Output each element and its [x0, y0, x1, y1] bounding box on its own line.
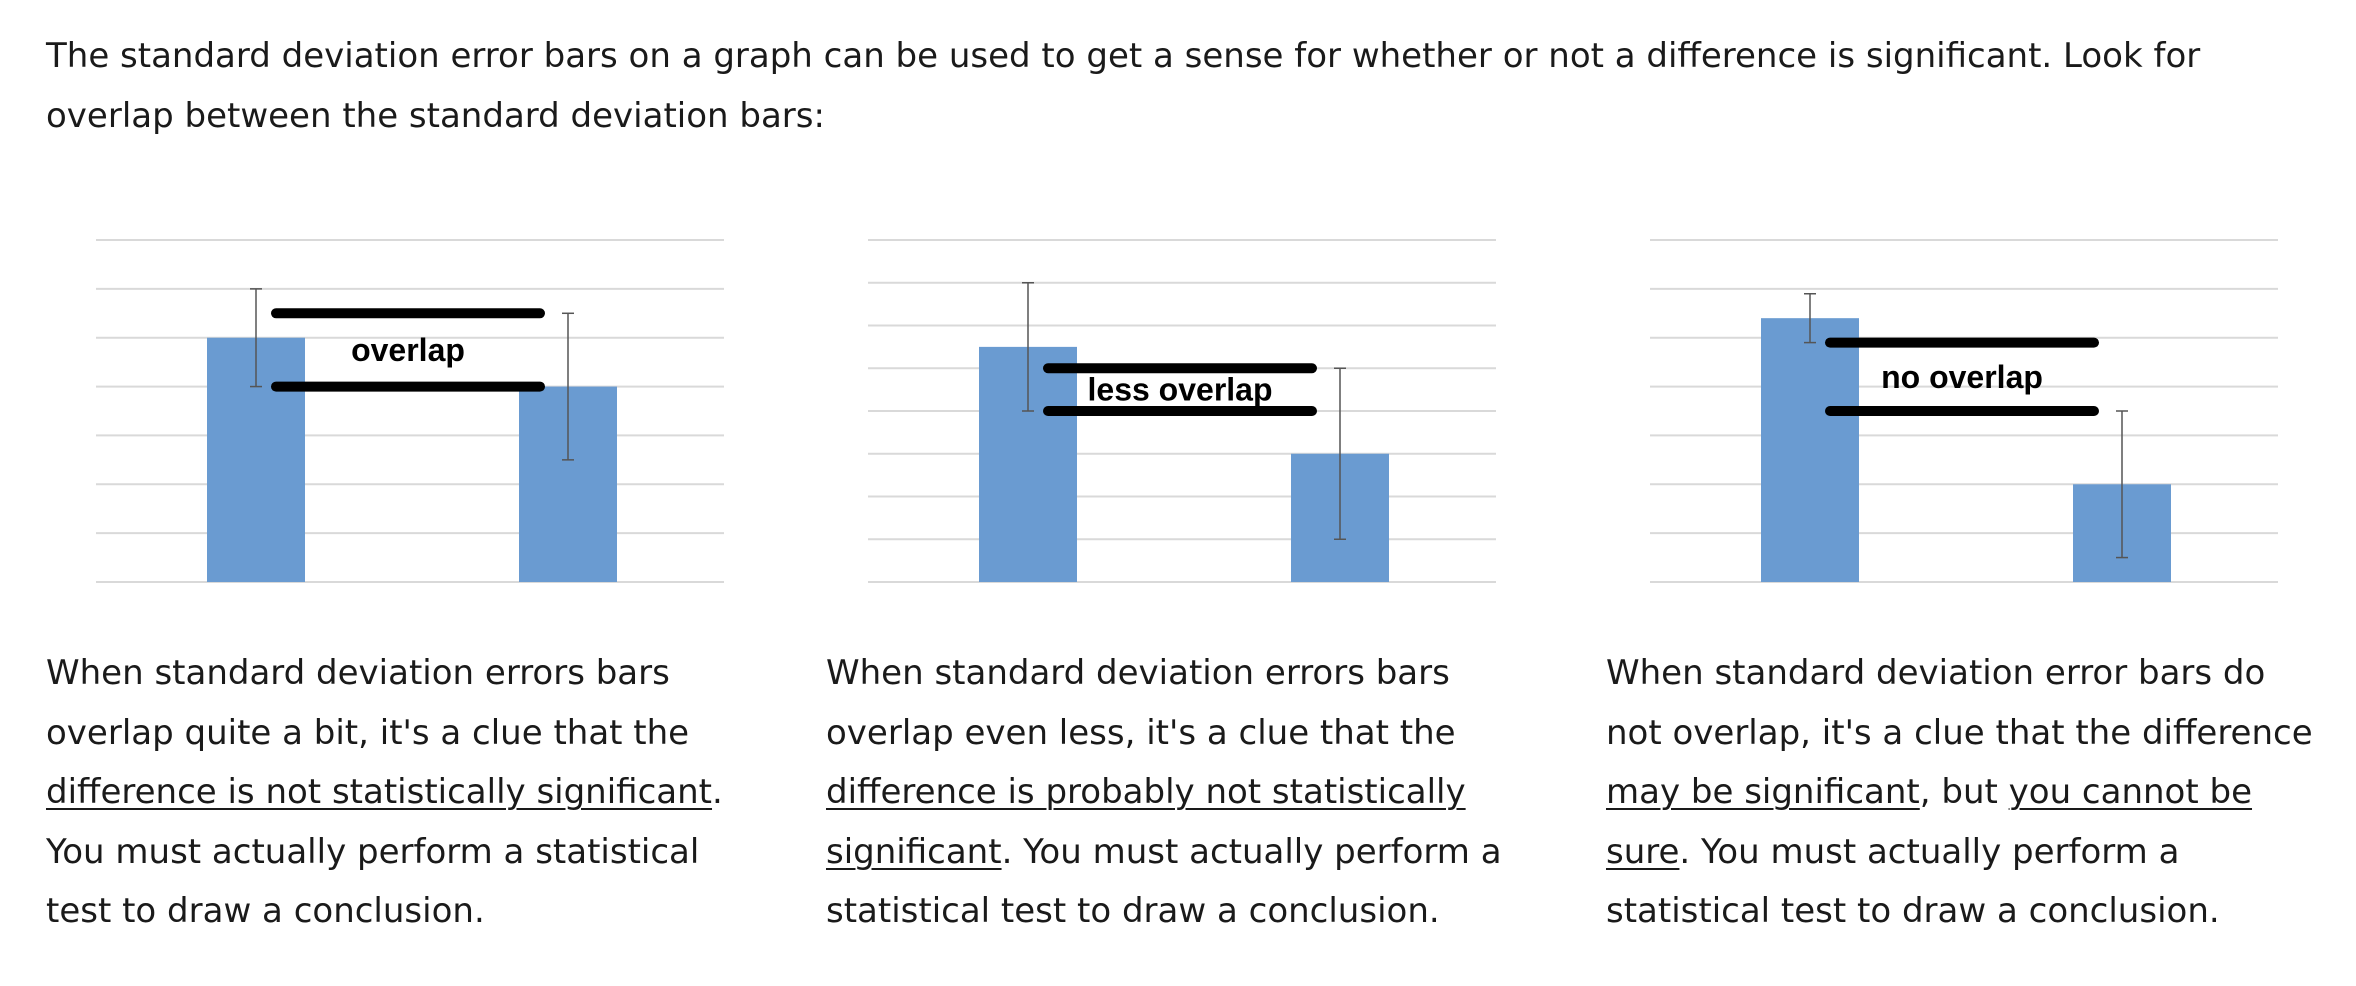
annotation-label: overlap — [351, 332, 465, 368]
chart-no-overlap: no overlap — [1650, 239, 2278, 583]
caption-1: When standard deviation errors bars over… — [46, 644, 766, 942]
chart-panel-2: less overlap — [864, 222, 1504, 592]
caption-text: When standard deviation errors bars over… — [826, 653, 1456, 753]
bar — [1761, 318, 1859, 582]
caption-3: When standard deviation error bars do no… — [1606, 644, 2326, 942]
caption-text: When standard deviation errors bars over… — [46, 653, 690, 753]
caption-text: When standard deviation error bars do no… — [1606, 653, 2313, 753]
caption-emphasis: difference is not statistically signific… — [46, 772, 713, 812]
chart-less-overlap: less overlap — [868, 239, 1496, 583]
caption-2: When standard deviation errors bars over… — [826, 644, 1546, 942]
caption-emphasis: difference is probably not statistically… — [826, 772, 1466, 872]
caption-emphasis: you cannot be sure — [1606, 772, 2253, 872]
annotation-label: no overlap — [1881, 359, 2043, 395]
chart-overlap: overlap — [96, 239, 724, 583]
caption-text: . You must actually perform a statistica… — [1606, 831, 2220, 932]
caption-text: . You must actually perform a statistica… — [46, 772, 723, 931]
annotation-label: less overlap — [1088, 372, 1273, 408]
chart-panel-3: no overlap — [1646, 222, 2286, 592]
caption-text: , but — [1919, 772, 2009, 812]
caption-text: . You must actually perform a statistica… — [826, 831, 1502, 932]
caption-emphasis: may be significant — [1606, 772, 1920, 812]
intro-text: The standard deviation error bars on a g… — [46, 36, 2201, 136]
chart-panel-1: overlap — [92, 222, 732, 592]
